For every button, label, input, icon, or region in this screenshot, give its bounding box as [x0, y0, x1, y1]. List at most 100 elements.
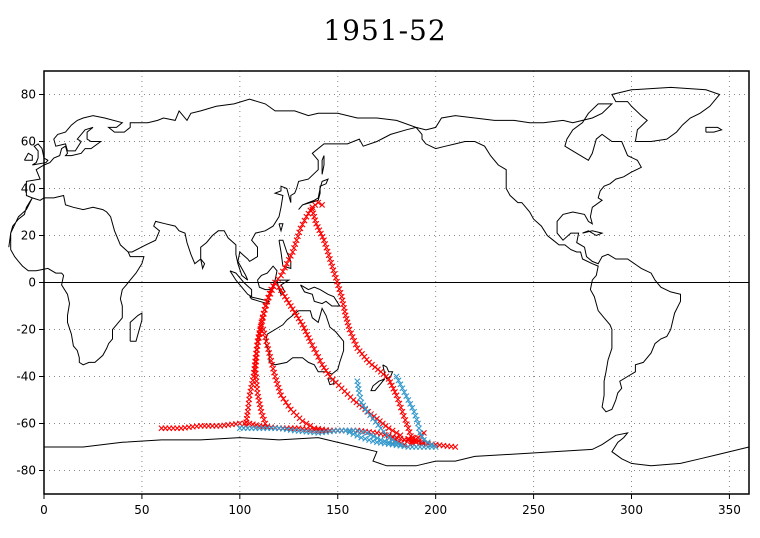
coastline [278, 239, 292, 270]
red-marker [289, 306, 296, 313]
red-marker [323, 367, 329, 374]
blue-marker [367, 431, 374, 438]
blue-marker [366, 437, 373, 443]
red-marker [291, 309, 298, 316]
red-marker [303, 213, 310, 220]
red-marker [278, 272, 284, 279]
red-marker [406, 429, 413, 436]
red-marker [280, 395, 287, 402]
blue-marker [411, 408, 418, 415]
red-marker [309, 206, 316, 213]
red-marker [267, 290, 274, 297]
red-marker [262, 420, 269, 427]
red-marker [405, 436, 412, 443]
red-marker [303, 420, 310, 427]
y-tick-label: -40 [16, 370, 36, 384]
y-tick-label: 40 [21, 182, 36, 196]
red-marker [393, 392, 400, 399]
red-marker [301, 217, 308, 224]
blue-marker [362, 435, 369, 442]
red-marker [285, 402, 292, 409]
red-marker [304, 331, 311, 338]
coastline [611, 86, 721, 142]
red-marker [311, 213, 318, 220]
red-marker [352, 341, 359, 348]
blue-marker [364, 429, 371, 436]
red-marker [269, 287, 275, 293]
red-marker [301, 325, 308, 332]
red-marker [326, 256, 333, 262]
coastline [200, 258, 206, 271]
red-marker [259, 412, 266, 419]
red-marker [281, 264, 288, 271]
y-tick-label: 60 [21, 135, 36, 149]
red-marker [351, 337, 358, 344]
red-marker [296, 229, 303, 236]
red-marker [344, 319, 351, 326]
blue-marker [360, 402, 367, 409]
blue-marker [420, 436, 427, 443]
blue-marker [412, 412, 419, 419]
red-marker [321, 364, 327, 371]
red-marker [307, 338, 314, 345]
blue-marker [405, 397, 412, 403]
red-marker [287, 252, 294, 259]
blue-marker [358, 399, 365, 406]
coastline [298, 178, 329, 210]
blue-marker [346, 429, 353, 436]
red-marker [264, 298, 271, 305]
coastline [129, 312, 143, 342]
red-marker [325, 370, 331, 377]
red-marker [293, 312, 300, 319]
red-marker [279, 268, 286, 275]
red-marker [388, 382, 395, 389]
ship-tracks [158, 199, 459, 450]
red-marker [389, 427, 396, 434]
coastline [582, 230, 604, 237]
coastline [23, 152, 33, 161]
red-marker [400, 412, 407, 419]
red-marker [345, 323, 352, 329]
red-marker [330, 267, 337, 274]
red-marker [402, 417, 409, 423]
red-marker [259, 315, 266, 322]
red-marker [452, 444, 459, 450]
red-marker [322, 241, 329, 247]
blue-marker [416, 425, 422, 432]
blue-marker [428, 441, 435, 448]
coastline [8, 98, 418, 366]
blue-marker [359, 429, 366, 436]
red-marker [278, 392, 284, 399]
coastline [300, 284, 341, 307]
red-marker [348, 330, 355, 337]
red-marker [276, 284, 282, 291]
red-marker [385, 375, 392, 382]
blue-marker [409, 404, 416, 411]
red-marker [283, 260, 290, 267]
red-marker [316, 227, 323, 234]
red-marker [278, 287, 284, 294]
red-marker [335, 282, 342, 289]
red-marker [261, 306, 268, 313]
y-tick-label: 0 [28, 276, 36, 290]
blue-marker [356, 389, 363, 396]
red-marker [390, 385, 397, 392]
coastline [321, 155, 325, 175]
blue-marker [354, 432, 361, 439]
blue-marker [397, 381, 404, 388]
x-tick-label: 350 [718, 503, 741, 517]
red-marker [319, 201, 326, 208]
blue-marker [362, 405, 369, 412]
red-marker [419, 439, 426, 446]
red-marker [343, 315, 350, 322]
red-marker [293, 237, 300, 244]
red-marker [295, 315, 302, 322]
red-marker [391, 389, 398, 395]
red-marker [342, 312, 349, 319]
x-tick-label: 50 [134, 503, 149, 517]
y-tick-label: 20 [21, 229, 36, 243]
red-marker [317, 230, 324, 237]
red-marker [283, 296, 290, 303]
red-marker [270, 283, 277, 290]
